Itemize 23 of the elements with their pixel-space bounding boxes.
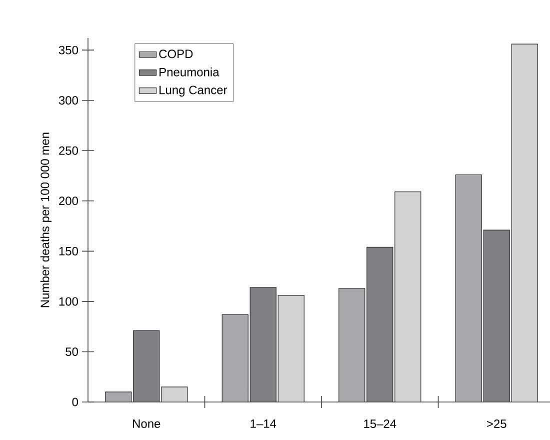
bar (250, 287, 276, 402)
bar (338, 288, 366, 402)
legend-label: COPD (159, 50, 193, 58)
bar (483, 230, 510, 402)
bar (133, 330, 160, 402)
x-tick-label: >25 (487, 420, 506, 428)
x-tick-label: None (133, 420, 160, 428)
bar (222, 314, 248, 402)
y-tick-label: 50 (66, 347, 78, 356)
y-tick-label: 0 (72, 398, 78, 406)
y-tick-label: 300 (58, 96, 78, 105)
x-tick-label: 1–14 (250, 420, 276, 428)
y-tick-label: 200 (59, 196, 78, 206)
legend-label: Pneumonia (160, 68, 220, 76)
legend-label: Lung Cancer (160, 86, 228, 97)
x-tick-label: 15–24 (364, 420, 396, 428)
y-axis-title: Number deaths per 100 000 men (40, 132, 52, 308)
bar (366, 246, 394, 402)
bar (455, 174, 482, 402)
y-tick-label: 250 (59, 146, 78, 155)
y-tick-label: 100 (59, 297, 78, 306)
y-tick-label: 350 (58, 46, 78, 54)
y-tick-label: 150 (59, 246, 78, 256)
